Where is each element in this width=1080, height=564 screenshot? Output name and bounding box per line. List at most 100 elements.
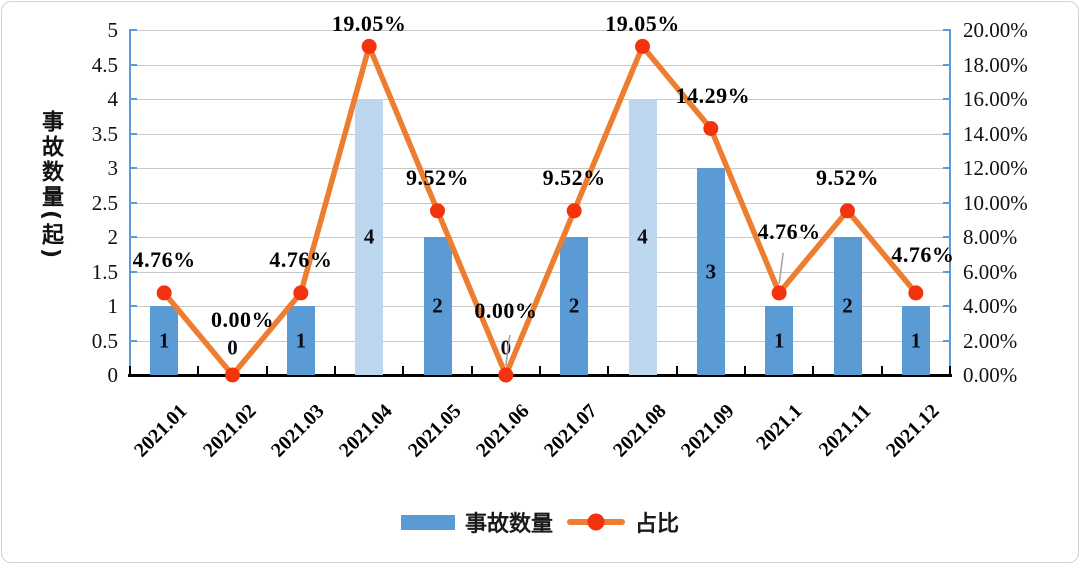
line-marker [430,203,445,219]
right-axis-tick [943,132,951,135]
left-axis-tick [129,63,137,66]
right-axis-tick-label: 0.00% [963,363,1018,387]
left-axis-tick-label: 4 [107,87,119,111]
right-axis-tick [943,339,951,342]
x-axis-label: 2021.06 [471,400,534,462]
percent-label: 4.76% [269,246,333,272]
x-axis-label: 2021.09 [676,400,739,462]
legend-label-line: 占比 [635,512,680,537]
percent-label: 0.00% [474,298,538,323]
bottom-axis-tick [539,366,541,375]
left-axis-tick [129,132,137,135]
bar-2021.05 [423,237,452,375]
left-axis-tick-label: 2.5 [91,190,118,215]
left-axis-tick [129,339,137,342]
legend-label-bar: 事故数量 [464,512,553,537]
line-marker [225,367,240,383]
grid-line [130,237,950,238]
x-axis-label: 2021.11 [814,400,876,461]
right-axis-tick-label: 14.00% [963,121,1028,146]
line-marker [566,203,582,219]
grid-line [130,168,950,169]
line-marker [840,203,855,219]
bar-value-label: 2 [432,293,443,318]
right-axis-tick-label: 18.00% [963,52,1028,77]
right-axis-tick [943,63,951,66]
x-axis-label: 2021.02 [198,400,261,462]
x-axis-label: 2021.03 [266,400,329,462]
grid-line [130,99,950,100]
left-axis-tick-label: 5 [107,18,119,42]
legend-item-line: 占比 [567,506,679,538]
x-axis-label: 2021.1 [752,400,807,455]
percent-label: 9.52% [816,164,879,190]
bottom-axis-tick [129,366,131,375]
percent-label: 0.00% [211,307,274,332]
left-axis-tick [129,236,137,238]
left-axis-tick-label: 4.5 [91,52,118,77]
marker-dot-icon [587,513,605,531]
bar-2021.11 [833,237,862,375]
right-axis-tick-label: 8.00% [963,225,1018,249]
right-axis-tick-label: 16.00% [963,87,1028,111]
bottom-axis-tick [197,366,200,375]
bar-value-label: 0 [227,335,238,360]
right-axis-tick [943,98,951,100]
x-axis-label: 2021.05 [403,400,466,462]
bar-2021.12 [901,306,930,375]
right-axis-tick [943,305,951,307]
bar-2021.07 [560,237,589,375]
right-axis-tick [943,201,951,204]
bar-2021.01 [150,306,179,375]
bottom-axis-line [128,374,952,377]
bar-2021.03 [286,306,315,375]
bottom-axis-tick [334,366,336,375]
x-axis-label: 2021.12 [881,400,944,462]
grid-line [130,133,950,135]
right-axis-tick-label: 10.00% [963,190,1028,215]
line-marker [703,120,719,136]
x-axis-label: 2021.07 [540,400,602,462]
left-axis-tick-label: 0 [107,363,119,387]
label-leader-line [505,334,511,367]
bottom-axis-tick [880,366,883,375]
line-marker [908,285,924,301]
left-axis-tick-label: 1.5 [91,259,118,284]
bar-value-label: 3 [705,259,717,283]
bar-value-label: 0 [500,335,512,360]
bar-2021.1 [765,306,794,375]
right-axis-tick-label: 2.00% [963,328,1018,353]
bar-value-label: 1 [158,328,170,352]
line-marker [771,285,787,301]
legend: 事故数量 占比 [0,506,1080,538]
left-axis-tick-label: 1 [107,294,119,318]
percent-label: 19.05% [331,11,407,37]
bar-2021.08 [628,99,657,375]
bottom-axis-tick [744,366,746,375]
right-axis-tick [943,236,951,238]
bottom-axis-tick [470,366,473,375]
x-axis-label: 2021.01 [130,400,192,462]
line-marker [156,285,172,301]
right-axis-tick-label: 20.00% [963,18,1028,42]
bottom-axis-tick [949,366,951,375]
line-marker [635,38,650,54]
right-axis-tick [943,270,951,273]
left-axis-tick-label: 3 [107,156,119,180]
grid-line [130,202,950,204]
left-axis-title: 事故数量(起) [38,110,63,262]
line-marker [498,367,514,383]
grid-line [130,30,950,31]
right-axis-tick-label: 6.00% [963,259,1018,284]
bar-2021.09 [696,168,725,375]
right-axis-tick [943,29,951,31]
line-series-svg [156,38,924,383]
bar-value-label: 4 [637,224,648,249]
bottom-axis-tick [607,366,610,375]
left-axis-tick [129,167,137,169]
left-axis-tick-label: 2 [107,225,119,249]
bottom-axis-tick [265,366,268,375]
bar-value-label: 1 [910,328,922,352]
right-axis-tick-label: 4.00% [963,294,1018,318]
